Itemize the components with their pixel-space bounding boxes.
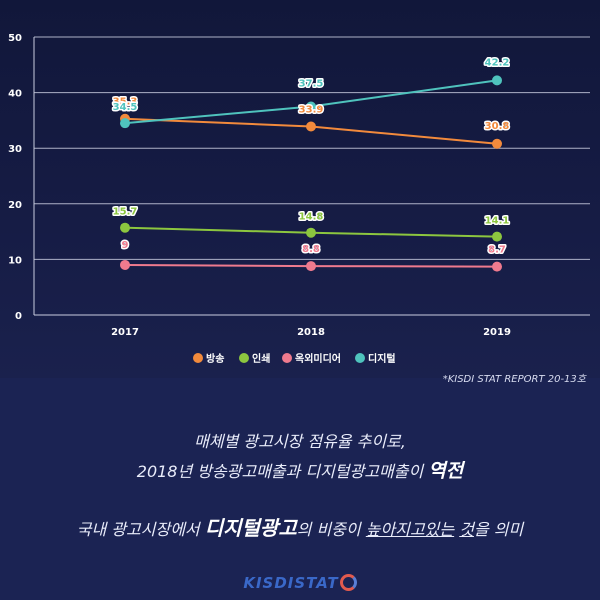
data-label-0-0: 35.3 (113, 97, 138, 108)
brand-logo-text: KISDISTAT (243, 574, 339, 592)
y-tick-label-40: 40 (8, 89, 22, 100)
x-tick-label-2019: 2019 (483, 327, 511, 338)
data-label-2-2: 8.7 (488, 245, 506, 256)
brand-logo: KISDISTAT (0, 573, 600, 592)
data-point-2-2 (492, 261, 502, 272)
line-chart: 0 10 20 30 40 50 2017 2018 2019 35.3 33.9 30.8 15.7 1… (8, 33, 590, 365)
legend-marker-3 (355, 353, 365, 363)
data-point-1-1 (306, 227, 316, 238)
data-point-3-2 (492, 75, 502, 86)
summary-line-3-underline-2: 것 (459, 520, 474, 539)
data-point-3-1 (306, 101, 316, 112)
summary-line-3-text-a: 국내 광고시장에서 (76, 520, 205, 539)
data-point-2-0 (120, 259, 130, 270)
data-point-0-2 (492, 138, 502, 149)
data-label-0-2: 30.8 (485, 121, 510, 132)
y-tick-label-0: 0 (15, 311, 22, 322)
summary-line-3: 국내 광고시장에서 디지털광고의 비중이 높아지고있는 것을 의미 (0, 512, 600, 541)
data-point-2-1 (306, 261, 316, 272)
data-label-1-2: 14.1 (485, 216, 510, 227)
legend-marker-1 (239, 353, 249, 363)
summary-line-2-emphasis: 역전 (428, 460, 464, 482)
brand-ring-icon (339, 574, 357, 591)
chart-panel: 0 10 20 30 40 50 2017 2018 2019 35.3 33.9 30.8 15.7 1… (0, 0, 600, 378)
legend-label-1: 인쇄 (252, 352, 270, 365)
summary-line-1-text: 매체별 광고시장 점유율 추이로, (194, 432, 406, 451)
data-label-3-2: 42.2 (485, 57, 510, 68)
summary-line-3-text-b: 의 비중이 (296, 520, 366, 539)
x-tick-label-2017: 2017 (111, 327, 139, 338)
data-point-1-2 (492, 231, 502, 242)
data-label-1-1: 14.8 (299, 212, 324, 223)
summary-line-3-text-c: 을 의미 (473, 520, 524, 539)
data-label-2-1: 8.8 (302, 244, 320, 255)
legend-label-0: 방송 (206, 352, 224, 365)
legend-label-3: 디지털 (368, 352, 396, 365)
legend-marker-2 (282, 353, 292, 363)
x-tick-label-2018: 2018 (297, 327, 325, 338)
summary-line-2-text: 2018년 방송광고매출과 디지털광고매출이 (136, 462, 429, 481)
summary-line-1: 매체별 광고시장 점유율 추이로, (0, 428, 600, 452)
data-label-3-0: 34.5 (113, 102, 138, 113)
summary-line-3-emphasis: 디지털광고 (204, 516, 297, 540)
summary-line-2: 2018년 방송광고매출과 디지털광고매출이 역전 (0, 456, 600, 483)
data-label-2-0: 9 (122, 240, 129, 251)
legend-marker-0 (193, 353, 203, 363)
data-label-3-1: 37.5 (299, 79, 324, 90)
source-note: *KISDI STAT REPORT 20-13호 (442, 374, 586, 385)
legend-label-2: 옥외미디어 (295, 352, 341, 365)
summary-panel: 매체별 광고시장 점유율 추이로, 2018년 방송광고매출과 디지털광고매출이… (0, 388, 600, 600)
data-point-0-1 (306, 121, 316, 132)
y-tick-label-10: 10 (8, 255, 22, 266)
data-label-0-1: 33.9 (299, 105, 324, 116)
y-tick-label-20: 20 (8, 200, 22, 211)
data-point-1-0 (120, 222, 130, 233)
data-point-3-0 (120, 118, 130, 129)
y-tick-label-50: 50 (8, 33, 22, 44)
data-label-1-0: 15.7 (113, 207, 138, 218)
y-tick-label-30: 30 (8, 144, 22, 155)
summary-line-3-underline-1: 높아지고있는 (365, 520, 455, 539)
